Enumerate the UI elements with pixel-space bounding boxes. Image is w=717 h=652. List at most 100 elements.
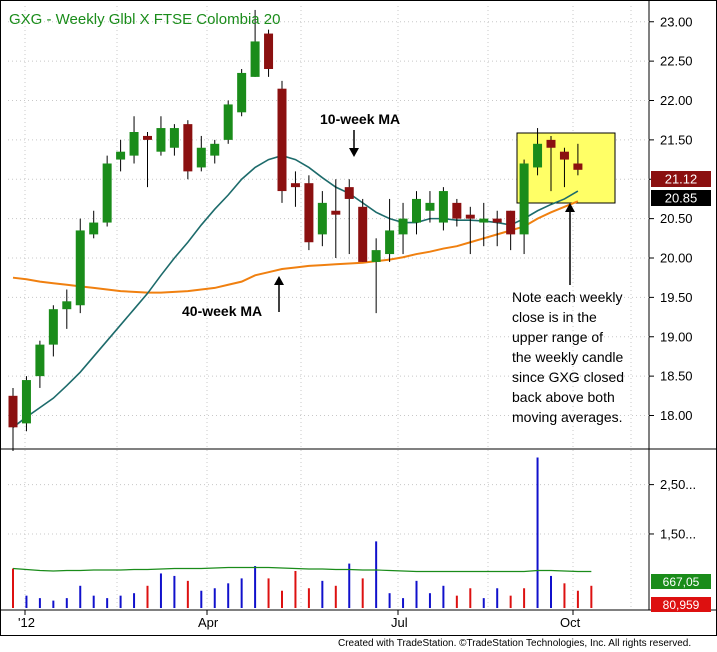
candle bbox=[102, 155, 112, 227]
candle-body bbox=[62, 301, 72, 310]
candle-body bbox=[506, 210, 516, 235]
candle bbox=[412, 191, 421, 235]
candle-body bbox=[304, 183, 314, 243]
candle bbox=[559, 147, 569, 188]
candle bbox=[519, 159, 529, 255]
last-ma-box bbox=[651, 190, 711, 206]
price-tick-label: 22.50 bbox=[660, 54, 693, 69]
candle-body bbox=[412, 198, 421, 223]
date-tick-label: Apr bbox=[198, 615, 219, 630]
candle-body bbox=[317, 202, 327, 235]
candle-body bbox=[156, 128, 166, 152]
candle-body bbox=[438, 191, 448, 223]
candle-body bbox=[290, 183, 300, 188]
candle bbox=[465, 206, 475, 255]
candle-body bbox=[116, 151, 126, 160]
volume-layer bbox=[12, 457, 593, 608]
gridlines bbox=[8, 6, 649, 608]
ma40-arrowhead bbox=[274, 276, 284, 285]
candle bbox=[35, 340, 45, 388]
date-tick-label: Jul bbox=[391, 615, 408, 630]
volume-tick-label: 1,50... bbox=[660, 526, 696, 541]
candle-body bbox=[169, 128, 179, 148]
candle-body bbox=[129, 132, 139, 156]
price-tick-label: 19.00 bbox=[660, 329, 693, 344]
ma10-arrowhead bbox=[349, 148, 359, 157]
price-tick-label: 20.50 bbox=[660, 211, 693, 226]
candle-body bbox=[8, 395, 18, 428]
candle-body bbox=[465, 214, 475, 219]
candle-body bbox=[358, 206, 368, 262]
date-tick-label: '12 bbox=[18, 615, 35, 630]
candle bbox=[385, 198, 395, 262]
volume-avg-label: 667,05 bbox=[663, 575, 700, 589]
price-tick-label: 18.50 bbox=[660, 369, 693, 384]
price-tick-label: 18.00 bbox=[660, 408, 693, 423]
price-tick-label: 21.50 bbox=[660, 132, 693, 147]
candle bbox=[21, 376, 31, 432]
volume-average-line bbox=[12, 566, 592, 573]
candle bbox=[290, 171, 300, 207]
price-tick-label: 22.00 bbox=[660, 93, 693, 108]
candle-body bbox=[546, 139, 556, 148]
chart-frame bbox=[0, 0, 717, 636]
note-arrowhead bbox=[565, 203, 575, 212]
candle-body bbox=[237, 72, 247, 113]
candle-body bbox=[75, 230, 85, 306]
volume-avg-box bbox=[651, 574, 711, 589]
candle-body bbox=[492, 218, 502, 223]
candle bbox=[75, 218, 85, 314]
footer-credit: Created with TradeStation. ©TradeStation… bbox=[338, 638, 692, 649]
candle-body bbox=[196, 147, 206, 168]
candle-body bbox=[102, 163, 112, 223]
candle-body bbox=[573, 163, 583, 170]
axis-layer: 23.0022.5022.0021.5021.0020.5020.0019.50… bbox=[18, 14, 696, 630]
candle-body bbox=[344, 187, 354, 199]
candle-body bbox=[452, 202, 462, 219]
candle bbox=[371, 238, 381, 314]
candle bbox=[223, 100, 233, 144]
candle bbox=[317, 191, 327, 247]
candle bbox=[331, 179, 341, 258]
candle bbox=[143, 132, 152, 188]
candle-body bbox=[533, 143, 543, 168]
candle-body bbox=[143, 135, 152, 140]
volume-last-label: 80,959 bbox=[663, 598, 700, 612]
ma10-annotation: 10-week MA bbox=[320, 111, 400, 127]
candle bbox=[438, 187, 448, 231]
candle bbox=[358, 198, 368, 262]
candle bbox=[492, 210, 502, 247]
note-text: Note each weekly close is in the upper r… bbox=[512, 289, 624, 425]
candle bbox=[344, 179, 354, 255]
last-ma-label: 20.85 bbox=[665, 191, 698, 206]
candle bbox=[8, 387, 18, 451]
candle bbox=[210, 139, 220, 164]
note-line: upper range of bbox=[512, 329, 603, 345]
candle bbox=[479, 202, 489, 247]
candle bbox=[62, 289, 72, 329]
candle bbox=[169, 124, 179, 156]
candle-body bbox=[48, 309, 58, 345]
price-tick-label: 20.00 bbox=[660, 251, 693, 266]
candle bbox=[48, 305, 58, 357]
candle bbox=[156, 116, 166, 156]
candle-body bbox=[210, 143, 220, 156]
note-line: close is in the bbox=[512, 309, 597, 325]
chart-title: GXG - Weekly Glbl X FTSE Colombia 20 bbox=[9, 11, 280, 28]
candle-body bbox=[398, 218, 408, 235]
candle bbox=[116, 139, 126, 172]
candle bbox=[304, 175, 314, 251]
candle bbox=[425, 191, 435, 223]
candle-body bbox=[89, 222, 99, 235]
ma40-annotation: 40-week MA bbox=[182, 303, 262, 319]
volume-tick-label: 2,50... bbox=[660, 477, 696, 492]
note-line: since GXG closed bbox=[512, 369, 624, 385]
price-tick-label: 23.00 bbox=[660, 14, 693, 29]
candle-body bbox=[21, 380, 31, 424]
candle-body bbox=[223, 104, 233, 140]
last-close-label: 21.12 bbox=[665, 172, 698, 187]
price-tick-label: 19.50 bbox=[660, 290, 693, 305]
candle-body bbox=[385, 230, 395, 255]
candle-body bbox=[371, 250, 381, 262]
